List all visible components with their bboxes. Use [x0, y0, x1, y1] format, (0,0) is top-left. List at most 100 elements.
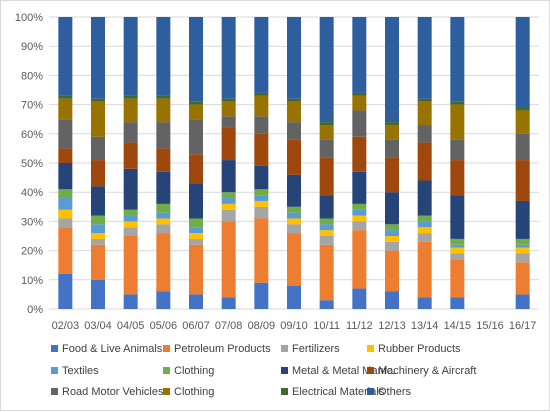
bar-segment	[352, 136, 367, 172]
bar-segment	[450, 195, 465, 239]
legend-swatch	[51, 345, 58, 352]
bar-segment	[385, 241, 399, 251]
bar-segment	[515, 294, 530, 309]
bar-segment	[450, 17, 465, 102]
bar-segment	[156, 148, 171, 172]
bar-segment	[319, 125, 334, 140]
bar-segment	[417, 227, 432, 234]
bar-segment	[58, 119, 73, 149]
x-tick-label: 03/04	[84, 320, 112, 332]
bar-segment	[221, 198, 236, 204]
bar-segment	[58, 17, 73, 96]
bar-segment	[189, 183, 203, 219]
bar-segment	[385, 139, 399, 158]
legend-label: Rubber Products	[378, 343, 461, 355]
bar-segment	[385, 157, 399, 193]
bar-segment	[287, 17, 301, 99]
bar-segment	[189, 227, 203, 234]
bar-segment	[221, 192, 236, 199]
bar-segment	[352, 95, 367, 111]
x-tick-label: 13/14	[411, 320, 439, 332]
y-tick-label: 80%	[21, 70, 43, 82]
bar-segment	[319, 195, 334, 219]
x-tick-label: 07/08	[215, 320, 243, 332]
bar-segment	[417, 125, 432, 143]
bar-segment	[287, 233, 301, 286]
bar-segment	[417, 215, 432, 222]
legend-swatch	[281, 345, 288, 352]
bar-segment	[156, 224, 171, 234]
bar-segment	[221, 101, 236, 117]
x-tick-label: 16/17	[509, 320, 537, 332]
y-tick-label: 30%	[21, 216, 43, 228]
bar-segment	[254, 195, 269, 201]
bar-segment	[123, 215, 138, 222]
y-tick-label: 10%	[21, 275, 43, 287]
x-tick-label: 12/13	[378, 320, 406, 332]
bar-segment	[352, 221, 367, 231]
bar-segment	[123, 294, 138, 309]
y-tick-label: 20%	[21, 246, 43, 258]
bar-segment	[515, 17, 530, 108]
bar-segment	[221, 297, 236, 309]
bar-segment	[352, 288, 367, 309]
bar-segment	[91, 160, 105, 187]
bar-segment	[319, 17, 334, 123]
bar-segment	[352, 230, 367, 289]
bar-segment	[319, 230, 334, 236]
bar-segment	[515, 238, 530, 245]
bar-segment	[254, 200, 269, 207]
bar-segment	[58, 98, 73, 120]
legend-label: Clothing	[174, 365, 214, 377]
bar-segment	[254, 206, 269, 219]
bar-segment	[515, 200, 530, 239]
bar-segment	[58, 95, 73, 99]
x-tick-label: 15/16	[476, 320, 504, 332]
legend-swatch	[51, 388, 58, 395]
bar-segment	[123, 142, 138, 169]
bar-segment	[385, 230, 399, 236]
bar-segment	[221, 116, 236, 128]
legend: Food & Live Animals Petroleum Products Fer…	[51, 343, 476, 398]
bar-segment	[156, 203, 171, 213]
bar-segment	[450, 244, 465, 248]
bar-segment	[156, 291, 171, 309]
bar-segment	[189, 238, 203, 245]
bar-segment	[417, 221, 432, 228]
bar-segment	[123, 227, 138, 236]
bar-segment	[189, 233, 203, 239]
legend-swatch	[51, 367, 58, 374]
y-tick-label: 40%	[21, 187, 43, 199]
bar-segment	[189, 104, 203, 120]
legend-swatch	[163, 345, 170, 352]
bar-segment	[450, 297, 465, 309]
y-tick-label: 100%	[15, 12, 43, 24]
bar-segment	[91, 98, 105, 102]
bar-segment	[189, 294, 203, 309]
bar-segment	[254, 133, 269, 166]
bar-segment	[221, 160, 236, 193]
bar-segment	[91, 238, 105, 245]
bar-segment	[58, 227, 73, 274]
x-tick-label: 09/10	[280, 320, 308, 332]
bar-segment	[319, 236, 334, 245]
x-tick-label: 10/11	[313, 320, 340, 332]
legend-label: Petroleum Products	[174, 343, 271, 355]
bar-segment	[385, 224, 399, 231]
bar-segment	[189, 218, 203, 228]
y-tick-label: 0%	[27, 304, 43, 316]
bar-segment	[287, 285, 301, 309]
bar-segment	[287, 122, 301, 140]
x-tick-label: 14/15	[444, 320, 472, 332]
bar-segment	[221, 209, 236, 222]
legend-label: Others	[378, 386, 412, 398]
bar-segment	[287, 139, 301, 175]
bar-segment	[319, 139, 334, 158]
legend-label: Road Motor Vehicles	[62, 386, 164, 398]
x-tick-label: 11/12	[346, 320, 373, 332]
bar-segment	[189, 101, 203, 105]
bar-segment	[385, 17, 399, 123]
bar-segment	[123, 168, 138, 210]
bar-segment	[319, 244, 334, 301]
